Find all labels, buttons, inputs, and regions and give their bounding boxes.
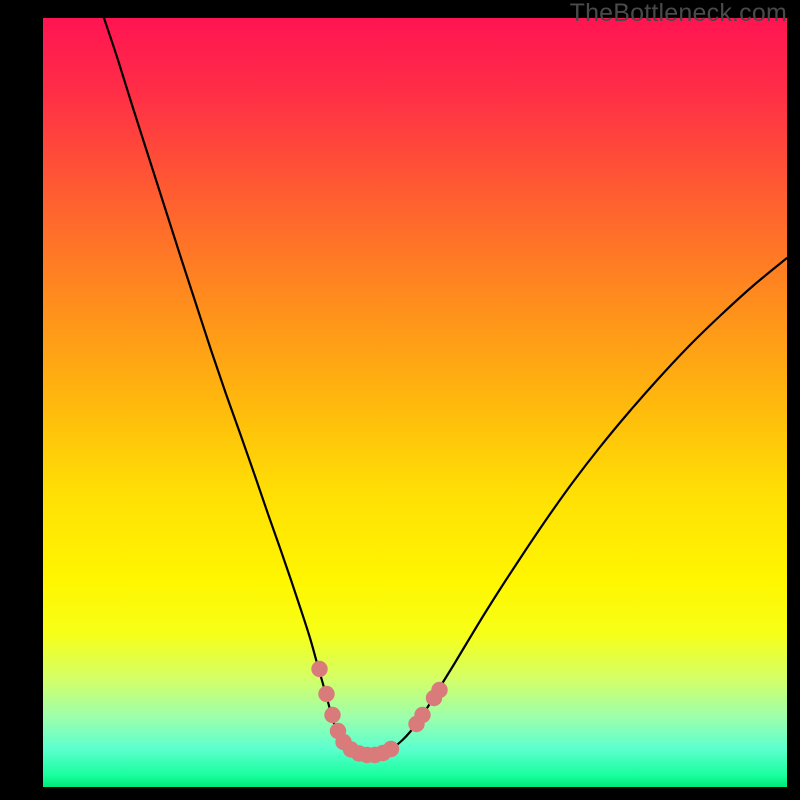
chart-plot-area <box>43 18 787 787</box>
highlight-bead <box>324 707 340 723</box>
highlight-bead <box>431 682 447 698</box>
highlight-beads-group <box>311 661 447 763</box>
highlight-bead <box>318 686 334 702</box>
bottleneck-curve <box>104 18 787 755</box>
watermark-text: TheBottleneck.com <box>570 0 787 28</box>
chart-svg-layer <box>43 18 787 787</box>
highlight-bead <box>311 661 327 677</box>
highlight-bead <box>414 707 430 723</box>
highlight-bead <box>383 741 399 757</box>
